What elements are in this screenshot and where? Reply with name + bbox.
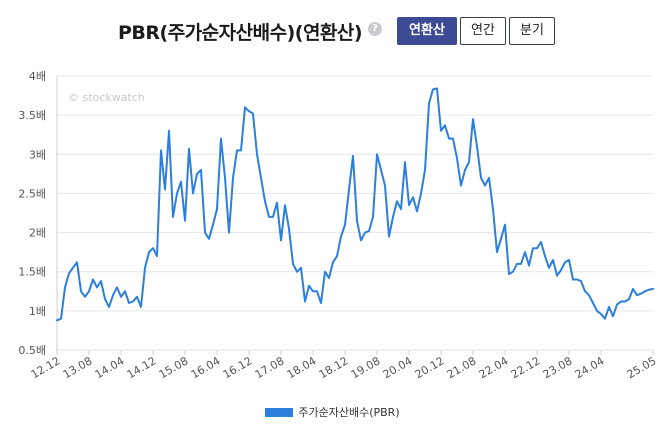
legend-swatch: [265, 408, 294, 417]
x-tick-label: 18.12: [317, 354, 351, 381]
grid-lines: [57, 75, 653, 351]
series-line-pbr: [56, 87, 654, 322]
series-lines: [56, 87, 654, 322]
axes: 0.5배1배1.5배2배2.5배3배3.5배4배12.1213.0814.041…: [18, 70, 658, 381]
x-tick-label: 22.12: [509, 354, 543, 381]
x-tick-label: 14.12: [125, 354, 159, 381]
y-tick-label: 3배: [29, 148, 46, 161]
y-tick-label: 4배: [29, 70, 46, 83]
x-tick-label: 25.05: [625, 354, 659, 381]
x-tick-label: 14.04: [93, 354, 127, 381]
y-tick-label: 1.5배: [18, 266, 46, 279]
x-tick-label: 21.08: [445, 354, 479, 381]
chart-header: PBR(주가순자산배수)(연환산) ? 연환산 연간 분기: [0, 0, 665, 62]
watermark: © stockwatch: [68, 91, 145, 104]
tab-quarterly[interactable]: 분기: [509, 17, 555, 45]
x-tick-label: 19.08: [349, 354, 383, 381]
x-tick-label: 24.04: [573, 354, 607, 381]
y-tick-label: 3.5배: [18, 109, 46, 122]
x-tick-label: 22.04: [477, 354, 511, 381]
x-tick-label: 17.08: [253, 354, 287, 381]
legend-label: 주가순자산배수(PBR): [298, 406, 400, 419]
help-icon[interactable]: ?: [368, 22, 382, 36]
y-tick-label: 2배: [29, 227, 46, 240]
x-tick-label: 20.04: [381, 354, 415, 381]
x-tick-label: 13.08: [61, 354, 95, 381]
x-tick-label: 15.08: [157, 354, 191, 381]
x-tick-label: 18.04: [285, 354, 319, 381]
y-tick-label: 2.5배: [18, 187, 46, 200]
x-tick-label: 20.12: [413, 354, 447, 381]
tab-annualized[interactable]: 연환산: [397, 17, 457, 45]
x-tick-label: 12.12: [29, 354, 63, 381]
x-tick-label: 16.04: [189, 354, 223, 381]
y-tick-label: 1배: [29, 305, 46, 318]
chart-title: PBR(주가순자산배수)(연환산): [118, 22, 363, 44]
y-tick-label: 0.5배: [18, 344, 46, 357]
tab-annual[interactable]: 연간: [460, 17, 506, 45]
legend: 주가순자산배수(PBR): [0, 404, 665, 420]
x-tick-label: 16.12: [221, 354, 255, 381]
x-tick-label: 23.08: [541, 354, 575, 381]
